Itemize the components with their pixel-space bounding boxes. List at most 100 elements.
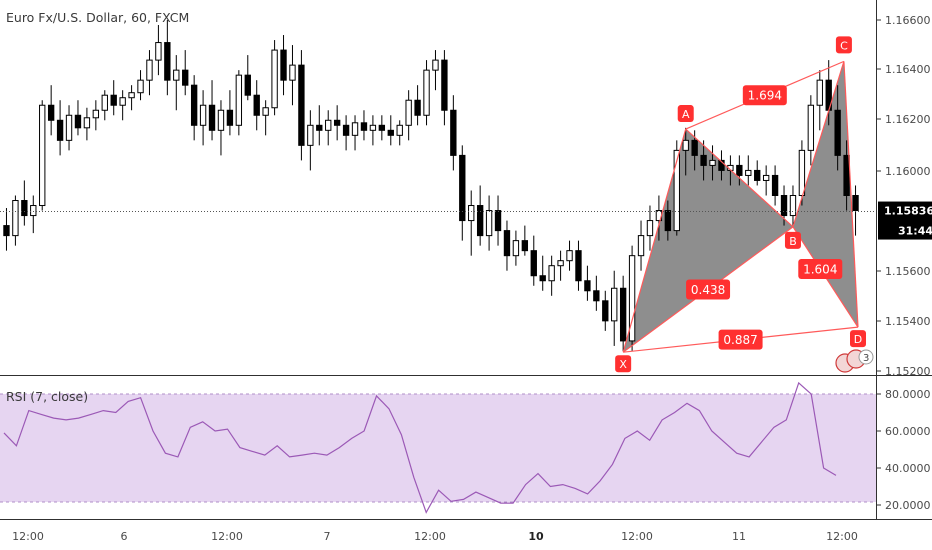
candle-body (244, 74, 251, 96)
harmonic-ratio-labels: 1.694 0.438 1.604 0.887 (686, 85, 843, 350)
point-label-bg (615, 355, 632, 373)
candle-body (280, 49, 287, 81)
candle-body (745, 169, 752, 176)
candle-body (575, 250, 582, 282)
point-label-bg (835, 36, 852, 54)
point-label-d: D (854, 333, 862, 346)
candle-body (459, 154, 466, 222)
candle-body (65, 114, 73, 141)
ratio-label-text: 0.438 (691, 283, 725, 297)
candle-body (619, 287, 627, 342)
candle-body (664, 210, 672, 232)
candle-body (807, 104, 815, 151)
price-tick: 1.16400 (885, 63, 931, 76)
candle-body (700, 154, 707, 166)
candle-body (834, 109, 841, 156)
ratio-label-bg (798, 258, 843, 279)
harmonic-point-labels: X A B C D (615, 36, 866, 373)
candle-body (396, 124, 403, 136)
candle-body (226, 109, 234, 126)
candle-body (611, 287, 618, 322)
ratio-label-text: 0.887 (723, 333, 757, 347)
candle-body (146, 59, 153, 81)
time-label: 12:00 (826, 530, 858, 543)
point-label-bg (784, 231, 801, 249)
point-label-a: A (682, 108, 690, 121)
candle-body (208, 104, 216, 131)
candle-body (736, 164, 743, 176)
candle-body (494, 210, 502, 232)
candles (3, 20, 859, 351)
current-price-tag (878, 201, 932, 240)
candle-body (566, 250, 573, 262)
candle-body (21, 200, 28, 217)
flag-icon-group[interactable]: 3 (835, 349, 874, 373)
price-tick-marks (876, 19, 881, 372)
point-label-x: X (619, 358, 627, 371)
candle-body (771, 174, 779, 196)
candle-body (548, 265, 555, 282)
candle-body (789, 195, 797, 217)
candle-body (476, 205, 484, 237)
candle-body (30, 205, 37, 217)
candle-body (137, 79, 144, 94)
candle-body (182, 69, 189, 86)
leg-ab (685, 128, 794, 228)
candle-body (485, 210, 493, 237)
candle-body (503, 230, 511, 257)
candle-body (816, 79, 823, 106)
ratio-label-bg (686, 279, 731, 300)
price-tick: 1.16200 (885, 113, 931, 126)
candle-body (12, 200, 19, 237)
rsi-tick-marks (876, 393, 881, 506)
candle-body (798, 149, 806, 196)
candle-body (691, 139, 698, 156)
candle-body (101, 94, 108, 111)
candle-body (128, 92, 135, 99)
time-label: 12:00 (211, 530, 243, 543)
candle-body (628, 255, 636, 342)
point-label-c: C (840, 39, 848, 52)
rsi-label: RSI (7, close) (6, 389, 88, 404)
time-label: 12:00 (414, 530, 446, 543)
ratio-label-text: 1.694 (748, 89, 782, 103)
candle-body (423, 69, 430, 116)
candle-body (92, 109, 100, 119)
current-price-value: 1.15836 (884, 205, 932, 218)
candle-body (682, 139, 689, 151)
candle-body (468, 205, 475, 222)
candle-body (539, 275, 546, 282)
candle-body (316, 124, 323, 131)
candle-body (405, 99, 412, 126)
time-label: 7 (324, 530, 331, 543)
candle-body (762, 174, 770, 181)
rsi-tick: 80.0000 (885, 388, 931, 401)
candle-body (39, 104, 46, 207)
candle-body (602, 300, 609, 322)
point-label-bg (850, 330, 866, 348)
candle-body (673, 149, 680, 232)
candle-body (253, 94, 260, 116)
candle-body (289, 64, 296, 81)
price-tick: 1.15400 (885, 315, 931, 328)
candle-body (217, 109, 225, 131)
candle-body (450, 109, 457, 156)
rsi-tick: 60.0000 (885, 425, 931, 438)
candle-body (3, 225, 10, 237)
candle-body (342, 124, 350, 136)
event-count: 3 (863, 353, 869, 364)
candle-body (235, 74, 243, 126)
candle-body (512, 240, 520, 257)
candle-body (378, 124, 386, 131)
candle-body (56, 119, 64, 141)
candle-body (387, 129, 394, 136)
candle-body (754, 169, 761, 181)
candle-body (584, 280, 591, 292)
point-label-b: B (789, 235, 797, 248)
candle-body (164, 42, 171, 81)
candle-body (74, 114, 82, 129)
candle-body (852, 195, 859, 212)
candle-body (557, 260, 564, 267)
time-axis: 12:00 6 12:00 7 12:00 10 12:00 11 12:00 (12, 530, 858, 543)
